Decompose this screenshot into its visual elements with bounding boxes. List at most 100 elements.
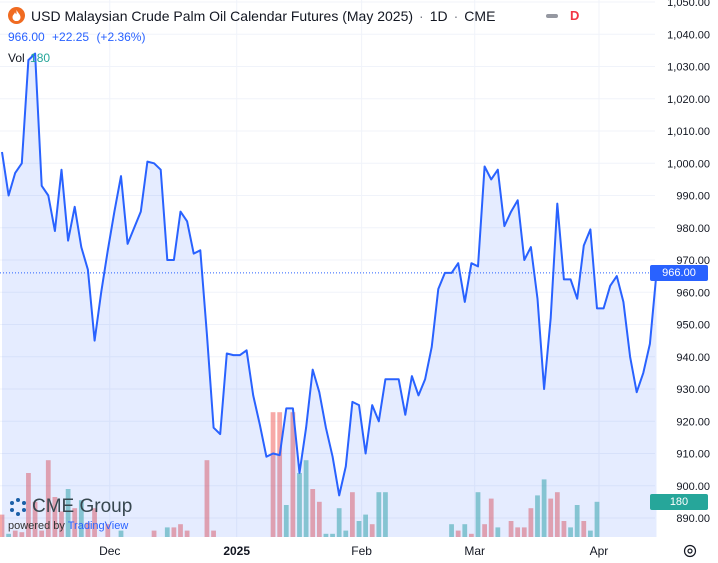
volume-tag: 180: [650, 494, 708, 510]
volume-bar: [270, 412, 276, 537]
y-tick-label: 1,040.00: [667, 29, 710, 41]
volume-bar: [26, 473, 31, 537]
cme-brand: CME Group: [32, 496, 133, 517]
volume-bar: [310, 489, 316, 537]
separator: ·: [453, 7, 459, 24]
volume-bar: [588, 530, 593, 537]
volume-bar: [178, 524, 183, 537]
volume-bar: [105, 524, 111, 537]
eye-icon[interactable]: [546, 13, 558, 18]
volume-bar: [369, 524, 375, 537]
y-tick-label: 990.00: [676, 191, 710, 203]
watermark: CME Group powered by TradingView: [8, 496, 132, 532]
volume-bar: [568, 527, 573, 537]
volume-bar: [469, 533, 474, 537]
volume-bar: [488, 498, 494, 537]
volume-bar: [85, 522, 91, 537]
symbol-title[interactable]: USD Malaysian Crude Palm Oil Calendar Fu…: [31, 7, 414, 24]
last-price: 966.00: [8, 30, 45, 44]
volume-bar: [6, 533, 11, 537]
volume-bar: [515, 527, 521, 537]
volume-bar: [211, 530, 216, 537]
y-tick-label: 890.00: [676, 513, 710, 525]
y-tick-label: 1,020.00: [667, 94, 710, 106]
volume-label: Vol: [8, 51, 25, 65]
volume-bar: [283, 505, 289, 537]
y-tick-label: 960.00: [676, 287, 710, 299]
volume-bar: [204, 460, 210, 537]
volume-bar: [297, 473, 302, 537]
volume-bar: [72, 508, 78, 537]
price-area-fill: [2, 53, 657, 537]
volume-bar: [376, 492, 382, 537]
volume-bar: [462, 524, 468, 537]
separator: ·: [419, 7, 424, 24]
volume-legend: Vol 180: [8, 51, 50, 65]
time-axis: Dec 2025 Feb Mar Apr: [99, 544, 608, 558]
volume-bar: [65, 489, 71, 537]
volume-bar: [561, 521, 567, 537]
volume-bar: [59, 511, 64, 537]
volume-bar: [164, 527, 170, 537]
y-tick-label: 970.00: [676, 255, 710, 267]
y-tick-label: 1,050.00: [667, 0, 710, 9]
volume-bar: [303, 460, 309, 537]
volume-bar: [151, 530, 157, 537]
volume-bar: [455, 530, 461, 537]
volume-bar: [548, 498, 554, 537]
y-tick-label: 930.00: [676, 384, 710, 396]
y-tick-label: 900.00: [676, 481, 710, 493]
volume-bar: [363, 514, 368, 537]
volume-bar: [356, 521, 362, 537]
volume-bar: [171, 527, 177, 537]
volume-bar: [323, 533, 329, 537]
x-tick-label: 2025: [223, 544, 250, 558]
tradingview-link[interactable]: TradingView: [67, 520, 129, 532]
x-tick-label: Feb: [351, 544, 372, 558]
volume-bar: [0, 514, 5, 537]
volume-bar: [92, 508, 97, 537]
volume-bar: [19, 532, 25, 537]
volume-bar: [574, 505, 580, 537]
y-tick-label: 920.00: [676, 416, 710, 428]
volume-bar: [118, 530, 124, 537]
volume-bar: [52, 497, 58, 537]
volume-bar: [78, 500, 84, 537]
volume-bar: [528, 508, 534, 537]
price-change-percent: (+2.36%): [96, 30, 146, 44]
chart-grid: [0, 0, 655, 537]
volume-value: 180: [30, 51, 51, 65]
gear-icon[interactable]: [683, 544, 697, 558]
volume-bar: [449, 524, 454, 537]
volume-bar: [554, 492, 560, 537]
volume-bar: [39, 530, 45, 537]
volume-bar: [32, 501, 38, 537]
volume-bar: [383, 492, 388, 537]
price-change: +22.25: [52, 30, 90, 44]
y-tick-label: 1,030.00: [667, 62, 710, 74]
volume-bar: [12, 530, 18, 537]
y-tick-label: 950.00: [676, 320, 710, 332]
y-tick-label: 1,010.00: [667, 126, 710, 138]
interval-label[interactable]: 1D: [429, 7, 448, 24]
volume-bar: [581, 521, 587, 537]
volume-bar: [350, 492, 355, 537]
volume-bar: [594, 501, 600, 537]
price-line: [1, 52, 658, 497]
volume-bar: [45, 460, 51, 537]
volume-bar: [535, 495, 540, 537]
volume-bar: [475, 492, 481, 537]
cme-globe-icon: [10, 498, 26, 516]
y-tick-label: 980.00: [676, 223, 710, 235]
volume-bar: [521, 527, 527, 537]
volume-bar: [316, 501, 322, 537]
y-tick-label: 940.00: [676, 352, 710, 364]
volume-bar: [330, 533, 335, 537]
delayed-badge[interactable]: D: [570, 8, 580, 23]
cme-logo: CME Group: [8, 496, 132, 518]
quote-line: 966.00 +22.25 (+2.36%): [8, 30, 149, 44]
volume-bar: [541, 479, 547, 537]
volume-bar: [495, 527, 501, 537]
volume-bar: [336, 508, 342, 537]
